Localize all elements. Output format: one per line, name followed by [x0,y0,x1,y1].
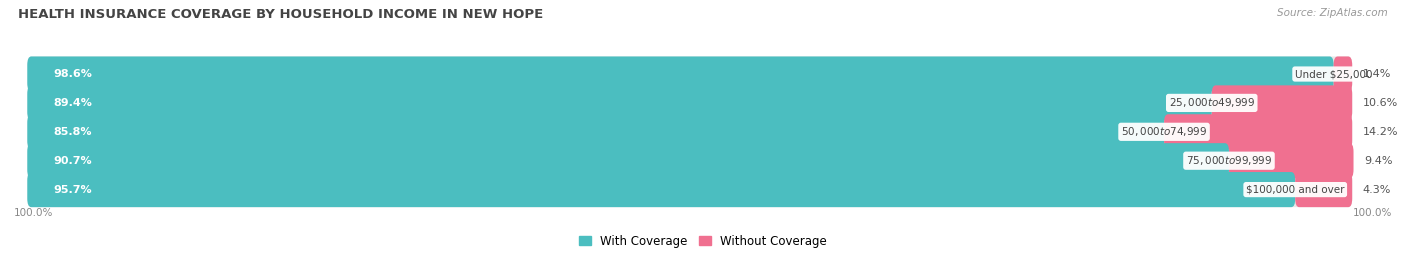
FancyBboxPatch shape [27,56,1353,91]
Text: $75,000 to $99,999: $75,000 to $99,999 [1185,154,1272,167]
Text: HEALTH INSURANCE COVERAGE BY HOUSEHOLD INCOME IN NEW HOPE: HEALTH INSURANCE COVERAGE BY HOUSEHOLD I… [18,8,544,21]
Text: 9.4%: 9.4% [1364,156,1392,166]
Legend: With Coverage, Without Coverage: With Coverage, Without Coverage [579,235,827,247]
Text: 100.0%: 100.0% [14,207,53,218]
FancyBboxPatch shape [1295,172,1353,207]
FancyBboxPatch shape [27,85,1212,121]
Text: Under $25,000: Under $25,000 [1295,69,1372,79]
FancyBboxPatch shape [27,56,1334,91]
Text: $50,000 to $74,999: $50,000 to $74,999 [1121,125,1208,138]
FancyBboxPatch shape [1164,114,1353,149]
FancyBboxPatch shape [27,114,1164,149]
Text: $25,000 to $49,999: $25,000 to $49,999 [1168,96,1256,109]
FancyBboxPatch shape [27,114,1353,149]
Text: 14.2%: 14.2% [1362,127,1399,137]
Text: 1.4%: 1.4% [1362,69,1391,79]
FancyBboxPatch shape [1229,143,1354,178]
Text: 95.7%: 95.7% [53,185,93,194]
Text: 100.0%: 100.0% [1353,207,1392,218]
Text: 4.3%: 4.3% [1362,185,1391,194]
FancyBboxPatch shape [27,172,1353,207]
Text: 85.8%: 85.8% [53,127,93,137]
FancyBboxPatch shape [1212,85,1353,121]
Text: 98.6%: 98.6% [53,69,93,79]
FancyBboxPatch shape [27,143,1229,178]
FancyBboxPatch shape [27,172,1295,207]
Text: $100,000 and over: $100,000 and over [1246,185,1344,194]
Text: 10.6%: 10.6% [1362,98,1398,108]
FancyBboxPatch shape [1334,56,1353,91]
Text: Source: ZipAtlas.com: Source: ZipAtlas.com [1277,8,1388,18]
Text: 89.4%: 89.4% [53,98,93,108]
FancyBboxPatch shape [27,85,1353,121]
FancyBboxPatch shape [27,143,1353,178]
Text: 90.7%: 90.7% [53,156,93,166]
